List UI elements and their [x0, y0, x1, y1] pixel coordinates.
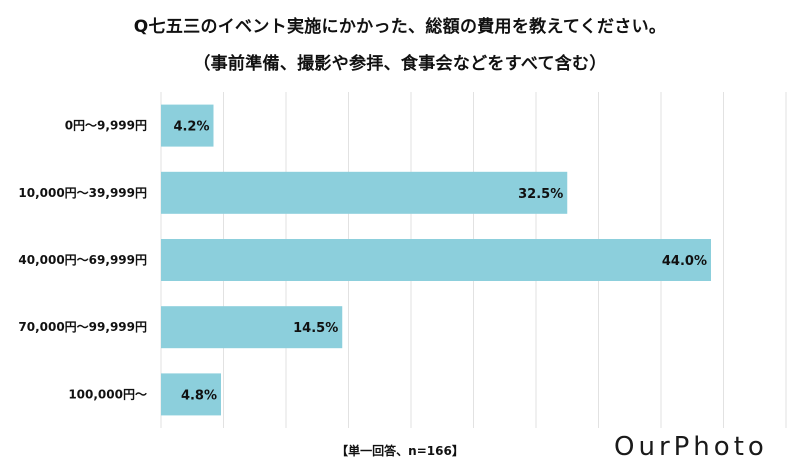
chart-subtitle: （事前準備、撮影や参拝、食事会などをすべて含む）: [193, 54, 607, 74]
ourphoto-logo: OurPhoto: [614, 432, 768, 462]
bar: [161, 104, 214, 147]
bar: [161, 373, 221, 416]
response-note: 【単一回答、n=166】: [336, 444, 464, 458]
bar: [161, 239, 711, 281]
data-label: 4.2%: [173, 120, 209, 135]
category-label: 70,000円～99,999円: [18, 320, 147, 334]
category-label: 40,000円～69,999円: [18, 253, 147, 267]
data-label: 32.5%: [518, 187, 563, 202]
data-label: 44.0%: [662, 254, 707, 269]
category-label: 100,000円～: [68, 387, 147, 401]
data-label: 14.5%: [293, 321, 338, 336]
category-label: 10,000円～39,999円: [18, 186, 147, 200]
chart-title: Q七五三のイベント実施にかかった、総額の費用を教えてください。: [133, 17, 667, 37]
bar: [161, 171, 568, 214]
category-label: 0円～9,999円: [65, 119, 147, 133]
data-label: 4.8%: [181, 388, 217, 403]
bar: [161, 306, 343, 349]
